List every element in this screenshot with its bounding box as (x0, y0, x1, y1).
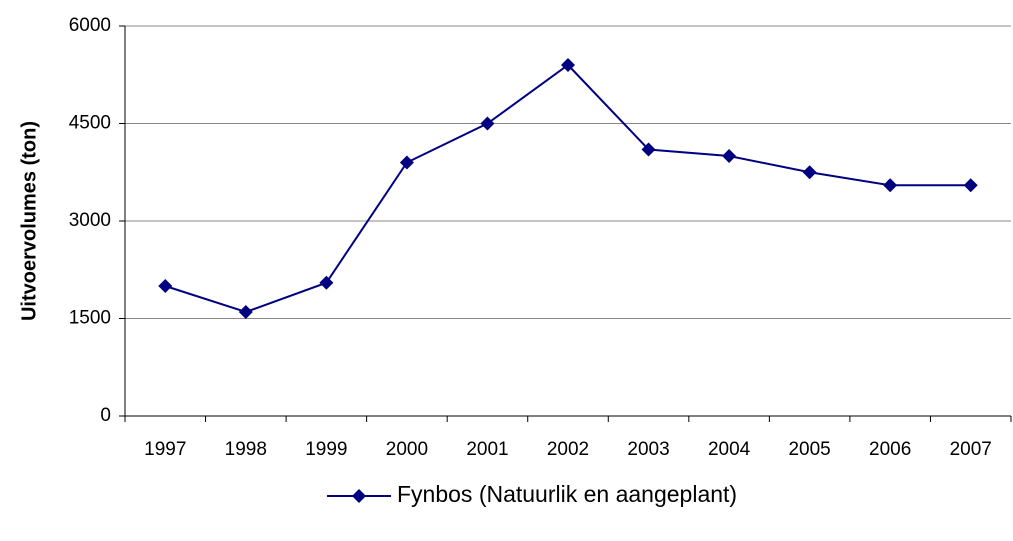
point-marker (158, 279, 173, 293)
x-tick-label: 2006 (869, 439, 911, 460)
x-tick-label: 2004 (708, 439, 751, 460)
legend-label: Fynbos (Natuurlik en aangeplant) (397, 481, 737, 507)
point-marker (641, 142, 656, 157)
point-marker (238, 305, 253, 319)
point-marker (883, 178, 898, 193)
point-marker (802, 165, 817, 180)
x-tick-label: 2003 (627, 439, 669, 460)
point-marker (319, 275, 334, 290)
x-tick-label: 2000 (386, 439, 428, 460)
y-tick-label: 0 (100, 405, 111, 426)
x-tick-label: 2007 (950, 439, 992, 460)
legend-marker (352, 489, 366, 503)
y-tick-label: 1500 (69, 308, 111, 329)
y-axis-label: Uitvoervolumes (ton) (18, 121, 40, 321)
x-tick-label: 2001 (466, 439, 508, 460)
point-marker (963, 178, 978, 193)
series-line (164, 63, 971, 314)
x-tick-label: 1998 (225, 439, 267, 460)
y-tick-label: 3000 (69, 210, 111, 231)
x-tick-label: 2002 (547, 439, 589, 460)
point-marker (399, 155, 414, 170)
y-tick-label: 6000 (69, 15, 111, 36)
x-tick-label: 2005 (788, 439, 830, 460)
point-marker (561, 58, 575, 72)
y-tick-label: 4500 (69, 113, 111, 134)
point-marker (480, 116, 495, 131)
x-tick-label: 1999 (305, 439, 347, 460)
x-tick-label: 1997 (144, 439, 186, 460)
point-marker (722, 149, 737, 163)
